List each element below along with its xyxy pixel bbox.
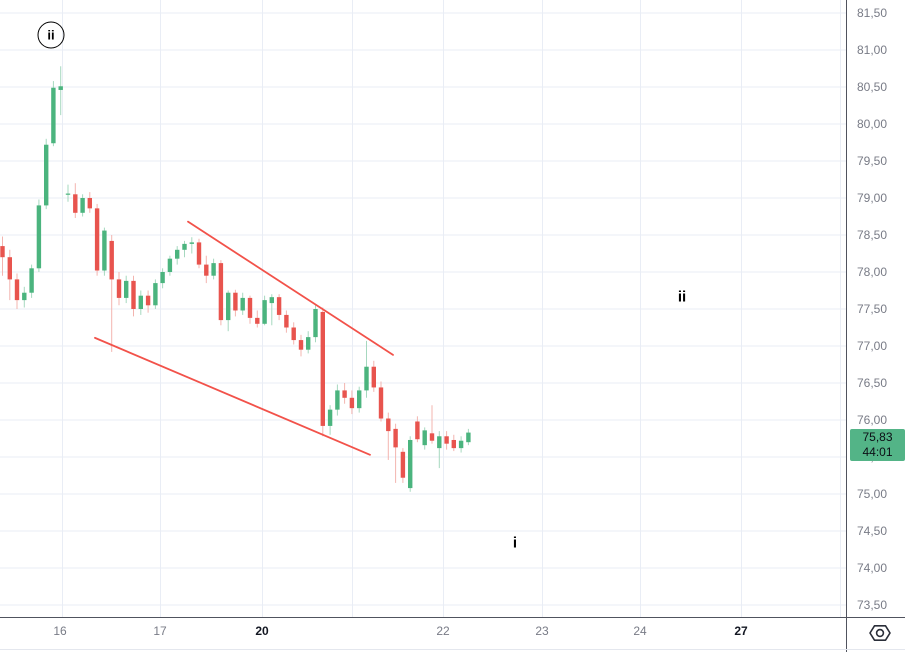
price-tick-label: 78,50 (857, 228, 888, 242)
price-tick-label: 77,00 (857, 339, 888, 353)
price-tick-label: 80,50 (857, 80, 888, 94)
price-tick-label: 75,00 (857, 487, 888, 501)
hexagon-circle-icon (869, 624, 891, 642)
bar-countdown: 44:01 (862, 444, 893, 459)
gridlines (0, 0, 846, 617)
trendline-drawings[interactable] (94, 220, 394, 456)
price-scale-settings-button[interactable] (866, 622, 894, 644)
price-tick-label: 79,50 (857, 154, 888, 168)
price-tick-label: 77,50 (857, 302, 888, 316)
time-tick-label-22: 22 (436, 624, 450, 638)
price-tick-label: 74,50 (857, 524, 888, 538)
price-tick-label: 76,50 (857, 376, 888, 390)
last-price-value: 75,83 (862, 429, 893, 444)
price-tick-label: 81,00 (857, 43, 888, 57)
price-tick-label: 81,50 (857, 6, 888, 20)
elliott-wave-label-i[interactable]: i (512, 534, 518, 552)
time-tick-label-17: 17 (153, 624, 167, 638)
upper-channel-line[interactable] (187, 220, 394, 356)
price-tick-label: 73,50 (857, 598, 888, 612)
elliott-wave-label-ii-circled[interactable]: ii (37, 21, 65, 49)
elliott-wave-label-ii[interactable]: ii (677, 288, 687, 306)
last-price-badge: 75,83 44:01 (850, 428, 905, 461)
price-tick-label: 78,00 (857, 265, 888, 279)
time-tick-label-16: 16 (53, 624, 67, 638)
time-tick-label-20: 20 (255, 624, 269, 638)
price-tick-label: 74,00 (857, 561, 888, 575)
price-tick-label: 76,00 (857, 413, 888, 427)
time-axis[interactable]: 16 17 20 22 23 24 27 (0, 617, 846, 652)
lower-channel-line[interactable] (94, 336, 371, 456)
price-tick-label: 80,00 (857, 117, 888, 131)
price-tick-label: 79,00 (857, 191, 888, 205)
time-tick-label-27: 27 (734, 624, 748, 638)
time-tick-label-23: 23 (535, 624, 549, 638)
time-tick-label-24: 24 (633, 624, 647, 638)
price-axis[interactable]: 81,50 81,00 80,50 80,00 79,50 79,00 78,50 78,00… (847, 0, 905, 617)
candles-series (0, 66, 471, 492)
